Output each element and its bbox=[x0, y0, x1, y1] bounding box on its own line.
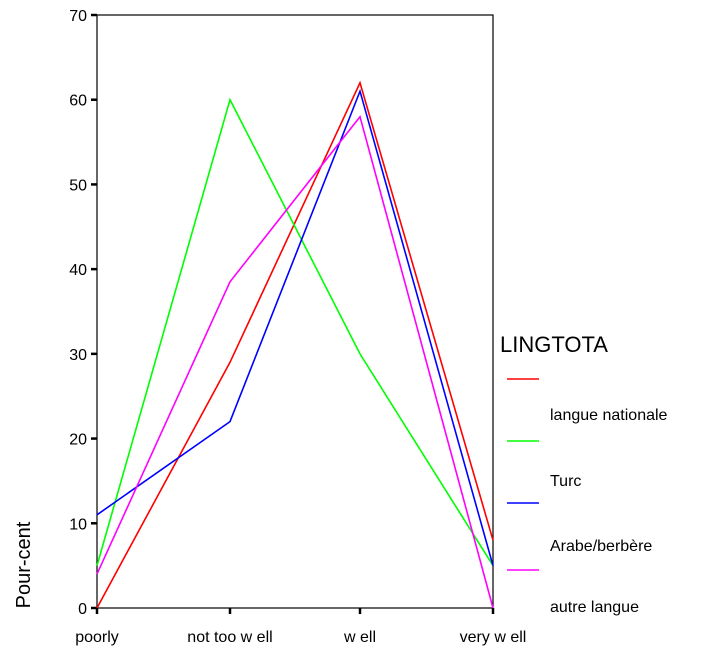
legend-label: autre langue bbox=[550, 599, 639, 616]
y-tick-label: 50 bbox=[69, 177, 87, 194]
series-line-1 bbox=[96, 80, 494, 609]
series-lines bbox=[96, 80, 494, 609]
y-tick-label: 40 bbox=[69, 262, 87, 279]
y-tick-label: 60 bbox=[69, 93, 87, 110]
y-axis-title: Pour-cent bbox=[13, 521, 35, 608]
x-tick-label: not too w ell bbox=[187, 629, 272, 646]
x-tick-label: poorly bbox=[75, 629, 119, 646]
series-line-4 bbox=[96, 114, 494, 609]
legend-label: langue nationale bbox=[550, 407, 668, 424]
plot-frame bbox=[96, 14, 494, 609]
legend: langue nationale Turc Arabe/berbère autre l… bbox=[507, 378, 668, 616]
y-tick-label: 0 bbox=[78, 601, 87, 618]
x-tick-label: w ell bbox=[343, 629, 376, 646]
x-axis-ticks: poorly not too w ell w ell very w ell bbox=[75, 608, 526, 646]
y-tick-label: 10 bbox=[69, 516, 87, 533]
legend-label: Turc bbox=[550, 473, 581, 490]
y-axis-ticks: 0 10 20 30 40 50 60 70 bbox=[69, 8, 97, 618]
series-line-3 bbox=[96, 88, 494, 566]
y-tick-label: 70 bbox=[69, 8, 87, 25]
legend-title: LINGTOTA bbox=[500, 332, 608, 357]
legend-label: Arabe/berbère bbox=[550, 538, 652, 555]
y-tick-label: 20 bbox=[69, 432, 87, 449]
y-tick-label: 30 bbox=[69, 347, 87, 364]
x-tick-label: very w ell bbox=[460, 629, 527, 646]
series-line-2 bbox=[96, 97, 494, 567]
